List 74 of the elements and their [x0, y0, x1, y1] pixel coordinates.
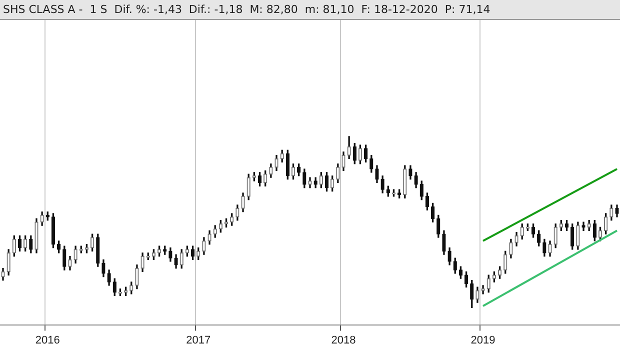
candlestick [1, 268, 5, 281]
candlestick [504, 250, 508, 274]
candlestick [246, 174, 250, 200]
candlestick [107, 270, 111, 286]
candlestick [470, 280, 474, 308]
candlestick [370, 154, 374, 173]
candlestick [403, 165, 407, 198]
candlestick [102, 259, 106, 278]
candlestick [140, 252, 144, 272]
candlestick [286, 150, 290, 180]
candlestick [576, 222, 580, 250]
candlestick [274, 154, 278, 172]
candlestick [96, 234, 100, 267]
candlestick [392, 189, 396, 197]
candlestick [208, 230, 212, 245]
candlestick [582, 222, 586, 231]
candlestick [280, 150, 284, 162]
chart-title: SHS CLASS A - 1 S Dif. %: -1,43 Dif.: -1,18 M: 82,80 m: 81,10 F: 18-12-2020 P: 71,14 [0, 0, 620, 20]
candlestick [241, 192, 245, 212]
candlestick [168, 247, 172, 262]
candlestick [74, 246, 78, 264]
candlestick [615, 204, 619, 218]
candlestick [548, 240, 552, 257]
candlestick [130, 282, 134, 294]
candlestick [375, 165, 379, 184]
candlestick [68, 256, 72, 270]
candlestick [174, 254, 178, 269]
candlestick [40, 211, 44, 226]
candlestick [347, 136, 351, 160]
candlestick [498, 266, 502, 279]
candlestick [79, 246, 83, 254]
candlestick [213, 225, 217, 238]
candlestick [342, 152, 346, 172]
candlestick [414, 172, 418, 188]
candlestick [436, 214, 440, 238]
candlestick [537, 230, 541, 246]
candlestick [90, 234, 94, 252]
candlestick [46, 211, 50, 221]
candlestick [610, 204, 614, 221]
candlestick [542, 238, 546, 257]
candlestick [34, 218, 38, 254]
candlestick [408, 165, 412, 180]
candlestick [592, 220, 597, 242]
x-tick-label: 2016 [35, 334, 60, 346]
candlestick [364, 144, 368, 162]
candlestick [51, 213, 56, 248]
candlestick [481, 285, 485, 294]
candlestick [62, 246, 66, 270]
candlestick [386, 186, 390, 197]
x-tick-label: 2017 [186, 334, 211, 346]
candlestick [458, 266, 463, 279]
candlestick [56, 240, 61, 254]
candlestick [269, 164, 273, 178]
x-tick-label: 2018 [331, 334, 356, 346]
candlestick [202, 237, 206, 255]
candlestick [236, 204, 240, 221]
candlestick [509, 238, 513, 258]
candlestick [514, 232, 518, 246]
candlestick [135, 264, 139, 290]
candlestick [230, 213, 234, 226]
candlestick [486, 274, 490, 293]
x-tick-label: 2019 [470, 334, 496, 346]
candlestick [604, 213, 608, 234]
candlestick [453, 258, 457, 274]
candlestick [308, 177, 312, 188]
candlestick [448, 247, 452, 266]
candlestick [29, 235, 33, 254]
candlestick [570, 223, 574, 250]
candlestick [380, 175, 384, 194]
candlestick [6, 249, 10, 276]
candlestick [476, 286, 480, 303]
candlestick [425, 192, 430, 210]
candlestick [442, 230, 446, 255]
candlestick [112, 278, 116, 296]
